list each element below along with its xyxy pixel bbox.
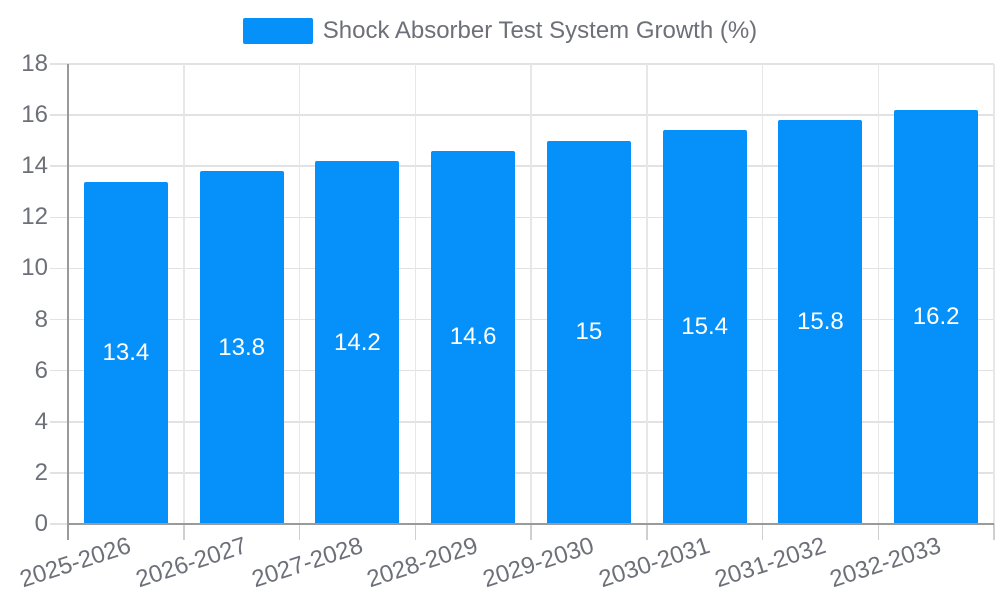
bar[interactable]: 16.2 [894, 110, 979, 524]
y-gridline [50, 421, 994, 423]
bar[interactable]: 13.8 [199, 171, 284, 524]
x-tick-label: 2032-2033 [826, 532, 945, 594]
x-gridline [761, 64, 764, 524]
x-gridline [298, 64, 301, 524]
x-tick [646, 524, 648, 540]
legend-label: Shock Absorber Test System Growth (%) [322, 17, 758, 44]
x-tick [877, 524, 879, 540]
bar[interactable]: 13.4 [83, 181, 168, 524]
x-tick [993, 524, 995, 540]
bar[interactable]: 15.4 [662, 130, 747, 524]
bar-value-label: 15.8 [797, 308, 844, 336]
bar-value-label: 15.4 [681, 313, 728, 341]
y-tick-label: 6 [34, 356, 48, 384]
x-gridline [646, 64, 648, 524]
legend-swatch [242, 18, 313, 44]
x-gridline [993, 64, 995, 524]
y-gridline [50, 165, 994, 167]
y-gridline [50, 114, 994, 116]
x-gridline [414, 64, 416, 524]
bar[interactable]: 15 [546, 140, 631, 524]
y-gridline [50, 472, 994, 474]
bar-value-label: 14.6 [449, 323, 497, 351]
x-tick [530, 524, 532, 540]
y-gridline [50, 63, 994, 65]
y-gridline [50, 318, 994, 321]
y-gridline [50, 267, 994, 270]
y-tick-label: 8 [34, 305, 48, 333]
x-tick [183, 524, 185, 540]
x-tick [414, 524, 416, 540]
y-tick-label: 14 [21, 152, 48, 180]
y-tick-label: 16 [21, 101, 48, 129]
y-axis-line [67, 64, 69, 540]
bar[interactable]: 14.2 [315, 161, 400, 524]
x-tick-label: 2025-2026 [16, 532, 135, 594]
bar-value-label: 13.4 [102, 338, 150, 366]
x-tick-label: 2030-2031 [595, 532, 713, 594]
x-gridline [530, 64, 532, 524]
x-tick-label: 2028-2029 [363, 532, 482, 594]
x-gridline [183, 64, 185, 524]
x-tick-label: 2029-2030 [479, 532, 598, 594]
x-axis-line [68, 523, 994, 525]
y-tick-label: 2 [34, 458, 48, 486]
bar[interactable]: 15.8 [778, 120, 863, 524]
x-tick-label: 2031-2032 [711, 532, 829, 594]
x-tick [761, 524, 764, 540]
x-gridline [877, 64, 879, 524]
bar[interactable]: 14.6 [431, 150, 516, 524]
y-tick-label: 0 [34, 510, 48, 537]
bar-value-label: 13.8 [218, 333, 265, 361]
y-gridline [50, 369, 994, 372]
legend[interactable]: Shock Absorber Test System Growth (%) [0, 16, 1000, 46]
y-tick-label: 10 [21, 254, 48, 282]
bar-value-label: 16.2 [912, 303, 960, 330]
y-gridline [50, 216, 994, 219]
bar-value-label: 14.2 [334, 328, 381, 356]
y-tick-label: 12 [21, 203, 48, 231]
plot-area: 0 2 4 6 8 10 12 14 16 18 13.4 2025-2026 13.8 2026-202… [17, 50, 995, 593]
x-tick-label: 2026-2027 [132, 532, 250, 594]
y-tick-label: 18 [21, 50, 48, 77]
bar-value-label: 15 [575, 318, 603, 346]
x-tick-label: 2027-2028 [248, 532, 366, 594]
y-tick-label: 4 [34, 407, 48, 435]
x-tick [298, 524, 301, 540]
